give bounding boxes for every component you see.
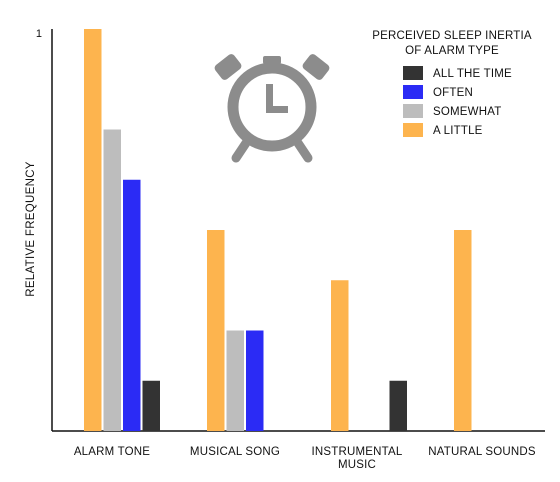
legend-label: OFTEN [433, 87, 473, 99]
bar-somewhat-1 [103, 129, 121, 431]
legend-title: OF ALARM TYPE [405, 45, 499, 57]
x-category-label: MUSICAL SONG [190, 446, 280, 458]
bar-often-1 [123, 179, 141, 431]
legend-title: PERCEIVED SLEEP INERTIA [372, 30, 532, 42]
bar-a-little-2 [207, 230, 225, 431]
legend-label: SOMEWHAT [433, 106, 501, 118]
bar-all-the-time-1 [142, 380, 160, 431]
y-ticks-group: 1 [36, 28, 42, 40]
bar-a-little-1 [84, 29, 102, 431]
alarm-clock-icon [214, 54, 330, 163]
legend-swatch-a-little [403, 123, 423, 137]
bar-somewhat-2 [226, 330, 244, 431]
x-category-label: ALARM TONE [74, 446, 150, 458]
bar-all-the-time-3 [389, 380, 407, 431]
legend-swatch-often [403, 85, 423, 99]
x-category-label: NATURAL SOUNDS [428, 446, 536, 458]
legend-label: ALL THE TIME [433, 68, 512, 80]
y-tick-label: 1 [36, 28, 42, 40]
legend-swatch-somewhat [403, 104, 423, 118]
y-axis-label: RELATIVE FREQUENCY [25, 161, 37, 297]
legend-swatch-all-the-time [403, 66, 423, 80]
x-category-label: MUSIC [338, 459, 376, 471]
bars-group [84, 29, 472, 431]
bar-a-little-3 [331, 280, 349, 431]
bar-often-2 [246, 330, 264, 431]
legend: PERCEIVED SLEEP INERTIA OF ALARM TYPE ALL … [372, 30, 532, 137]
bar-a-little-4 [454, 230, 472, 431]
x-category-label: INSTRUMENTAL [312, 446, 403, 458]
legend-label: A LITTLE [433, 125, 483, 137]
